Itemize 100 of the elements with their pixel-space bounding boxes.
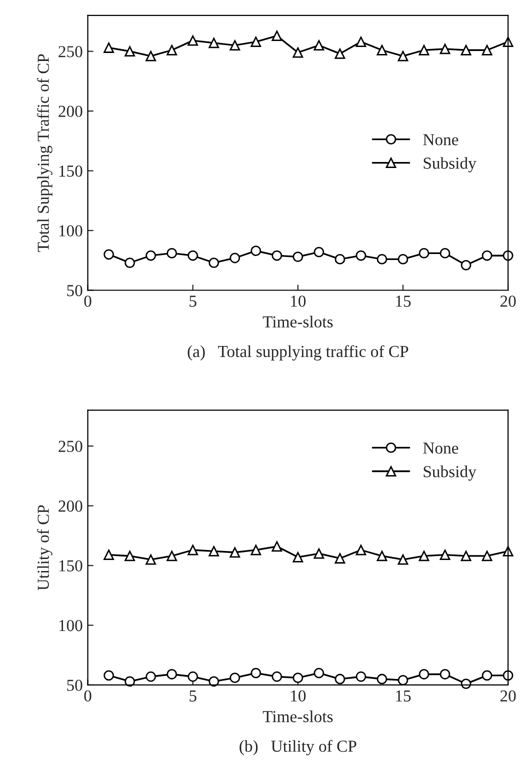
point — [250, 668, 262, 678]
text: (b) Utility of CP — [240, 740, 356, 756]
legend-label: None — [423, 134, 458, 146]
point — [376, 254, 388, 264]
point — [356, 544, 366, 556]
y-axis-title: Total Supplying Traffic of CP — [37, 54, 52, 252]
y-tick-label: 250 — [58, 46, 82, 58]
point — [314, 246, 324, 258]
x-tick-label: 5 — [190, 296, 196, 307]
x-tick-label: 10 — [291, 690, 306, 702]
point — [460, 260, 472, 270]
point — [398, 50, 408, 62]
point — [334, 674, 346, 684]
point — [166, 669, 178, 680]
y-tick-label: 200 — [58, 106, 82, 117]
point — [440, 248, 450, 258]
point — [230, 252, 240, 264]
point — [208, 38, 220, 48]
point — [482, 250, 492, 261]
point — [292, 672, 304, 684]
point — [334, 254, 346, 264]
x-tick-label: 15 — [396, 296, 411, 307]
x-tick-label: 20 — [500, 296, 516, 307]
point — [250, 246, 262, 256]
y-tick-label: 200 — [58, 500, 82, 512]
point — [440, 669, 450, 680]
point — [460, 44, 472, 56]
point — [188, 544, 198, 556]
point — [208, 258, 220, 268]
text: (a) Total supplying traffic of CP — [188, 345, 408, 361]
point — [230, 547, 240, 558]
point — [104, 670, 114, 681]
y-tick-label: 150 — [59, 560, 82, 572]
point — [460, 550, 472, 562]
point — [482, 670, 492, 681]
y-tick-label: 100 — [59, 620, 82, 632]
point — [188, 671, 198, 682]
x-tick-label: 20 — [500, 690, 516, 702]
point — [208, 676, 220, 687]
y-tick-label: 250 — [58, 440, 82, 452]
legend-label: Subsidy — [424, 466, 476, 481]
point — [398, 254, 408, 264]
point — [398, 675, 408, 686]
y-tick-label: 50 — [67, 680, 82, 691]
point — [334, 553, 346, 564]
point — [272, 250, 282, 261]
point — [272, 541, 282, 552]
point — [188, 35, 198, 46]
point — [292, 552, 304, 562]
point — [208, 546, 220, 556]
y-tick-label: 50 — [67, 284, 82, 296]
x-tick-label: 0 — [84, 690, 92, 702]
y-axis-title: Utility of CP — [37, 505, 52, 590]
point — [418, 44, 430, 56]
point — [398, 554, 408, 565]
x-axis-title: Time-slots — [262, 316, 333, 328]
point — [292, 252, 304, 262]
point — [166, 248, 178, 258]
point — [166, 44, 178, 56]
point — [356, 671, 366, 682]
x-tick-label: 15 — [396, 690, 411, 702]
point — [230, 672, 240, 684]
point — [104, 42, 114, 53]
point — [146, 50, 156, 62]
legend-label: None — [423, 442, 458, 454]
legend-label: Subsidy — [424, 157, 476, 172]
point — [440, 550, 450, 560]
point — [314, 548, 324, 559]
point — [124, 676, 136, 687]
point — [334, 48, 346, 59]
point — [146, 250, 156, 261]
point — [146, 671, 156, 682]
point — [482, 44, 492, 56]
point — [146, 554, 156, 565]
point — [482, 550, 492, 562]
point — [376, 674, 388, 684]
y-tick-label: 150 — [59, 165, 82, 177]
x-axis-title: Time-slots — [262, 710, 333, 722]
point — [502, 546, 514, 556]
y-tick-label: 100 — [59, 225, 82, 236]
point — [376, 550, 388, 562]
x-tick-label: 0 — [84, 296, 92, 307]
point — [418, 550, 430, 562]
point — [188, 250, 198, 261]
point — [272, 30, 282, 41]
point — [124, 46, 136, 57]
point — [250, 544, 262, 556]
point — [250, 36, 262, 47]
point — [418, 248, 430, 258]
point — [124, 258, 136, 268]
point — [314, 668, 324, 678]
point — [356, 36, 366, 47]
x-tick-label: 10 — [291, 296, 306, 307]
point — [166, 550, 178, 562]
point — [376, 44, 388, 56]
point — [440, 44, 450, 54]
x-tick-label: 5 — [190, 690, 196, 702]
point — [292, 47, 304, 58]
point — [124, 550, 136, 562]
point — [104, 249, 114, 260]
